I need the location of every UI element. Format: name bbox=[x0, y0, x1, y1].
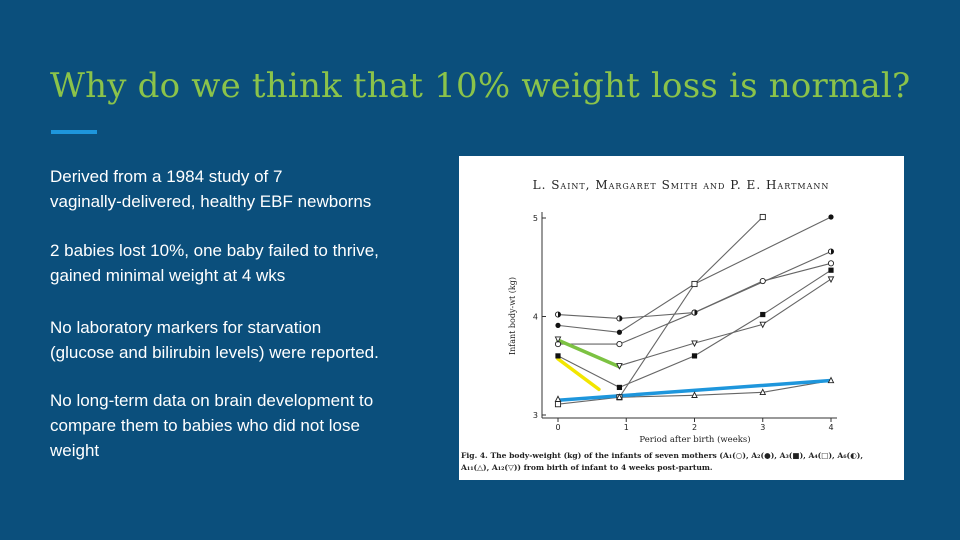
paragraph-line: No laboratory markers for starvation bbox=[50, 318, 322, 337]
paragraph-line: No long-term data on brain development t… bbox=[50, 391, 374, 410]
yellow-highlight-line bbox=[556, 357, 601, 392]
paragraph-line: vaginally-delivered, healthy EBF newborn… bbox=[50, 192, 372, 211]
x-tick-label: 3 bbox=[760, 423, 765, 432]
data-point-open-triangle bbox=[616, 393, 623, 400]
data-point-half-circle-fill bbox=[831, 248, 834, 255]
data-point-open-circle bbox=[759, 277, 766, 285]
data-point-half-circle-fill bbox=[558, 311, 561, 318]
data-point-open-triangle bbox=[554, 395, 562, 402]
data-point-open-down-triangle bbox=[827, 276, 835, 284]
data-point-half-circle-fill bbox=[694, 309, 698, 316]
x-tick-label: 2 bbox=[692, 423, 697, 432]
green-highlight-line bbox=[556, 338, 622, 369]
series-line bbox=[557, 278, 832, 367]
slide-title: Why do we think that 10% weight loss is … bbox=[50, 66, 911, 106]
bullet-paragraph-1: Derived from a 1984 study of 7 vaginally… bbox=[50, 164, 440, 214]
data-point-filled-circle bbox=[828, 214, 834, 220]
bullet-paragraph-4: No long-term data on brain development t… bbox=[50, 388, 440, 463]
series-line bbox=[557, 216, 832, 333]
x-axis-label: Period after birth (weeks) bbox=[639, 434, 750, 445]
data-point-filled-circle bbox=[616, 329, 623, 335]
paragraph-line: weight bbox=[50, 441, 100, 460]
data-point-filled-square bbox=[616, 384, 623, 391]
data-point-open-down-triangle bbox=[616, 363, 623, 370]
plot-area: 0 1 2 3 4 3 4 5 bbox=[533, 212, 837, 432]
paragraph-line: (glucose and bilirubin levels) were repo… bbox=[50, 343, 379, 362]
data-point-filled-square bbox=[555, 353, 561, 359]
body-weight-chart: L. Saint, Margaret Smith and P. E. Hartm… bbox=[460, 178, 863, 472]
paragraph-line: compare them to babies who did not lose bbox=[50, 416, 360, 435]
study-figure: L. Saint, Margaret Smith and P. E. Hartm… bbox=[459, 156, 904, 480]
series-line bbox=[558, 262, 832, 345]
title-accent-bar bbox=[51, 130, 97, 134]
y-tick-label: 3 bbox=[533, 411, 538, 420]
data-point-open-square bbox=[554, 401, 562, 408]
data-point-open-triangle bbox=[827, 376, 835, 384]
data-point-filled-square bbox=[691, 353, 698, 359]
data-point-open-square bbox=[759, 213, 766, 221]
figure-caption-line-1: Fig. 4. The body-weight (kg) of the infa… bbox=[461, 451, 863, 460]
x-tick-label: 4 bbox=[828, 423, 833, 432]
paragraph-line: Derived from a 1984 study of 7 bbox=[50, 167, 283, 186]
data-point-open-down-triangle bbox=[759, 321, 767, 329]
data-point-open-down-triangle bbox=[554, 336, 562, 344]
paragraph-line: gained minimal weight at 4 wks bbox=[50, 266, 286, 285]
data-point-filled-square bbox=[760, 311, 766, 318]
bullet-paragraph-2: 2 babies lost 10%, one baby failed to th… bbox=[50, 238, 440, 288]
data-point-half-circle-fill bbox=[619, 315, 623, 322]
data-point-open-square bbox=[691, 280, 698, 288]
y-axis-label: Infant body-wt (kg) bbox=[508, 277, 517, 355]
figure-caption-line-2: A₁₁(△), A₁₂(▽)) from birth of infant to … bbox=[460, 463, 713, 472]
y-tick-label: 5 bbox=[533, 214, 538, 223]
x-tick-label: 0 bbox=[555, 423, 560, 432]
data-point-open-triangle bbox=[691, 391, 698, 398]
data-point-open-down-triangle bbox=[691, 340, 698, 348]
y-tick-label: 4 bbox=[533, 313, 538, 322]
blue-highlight-line bbox=[556, 378, 833, 402]
bullet-paragraph-3: No laboratory markers for starvation (gl… bbox=[50, 315, 440, 365]
figure-header: L. Saint, Margaret Smith and P. E. Hartm… bbox=[533, 178, 830, 192]
data-point-open-circle bbox=[616, 341, 623, 348]
series-line bbox=[557, 269, 832, 389]
data-point-open-circle bbox=[827, 260, 835, 267]
paragraph-line: 2 babies lost 10%, one baby failed to th… bbox=[50, 241, 379, 260]
series-line bbox=[557, 216, 764, 405]
data-point-open-triangle bbox=[759, 388, 767, 395]
data-point-filled-square bbox=[828, 267, 834, 273]
x-tick-label: 1 bbox=[624, 423, 629, 432]
data-point-filled-circle bbox=[555, 322, 561, 328]
